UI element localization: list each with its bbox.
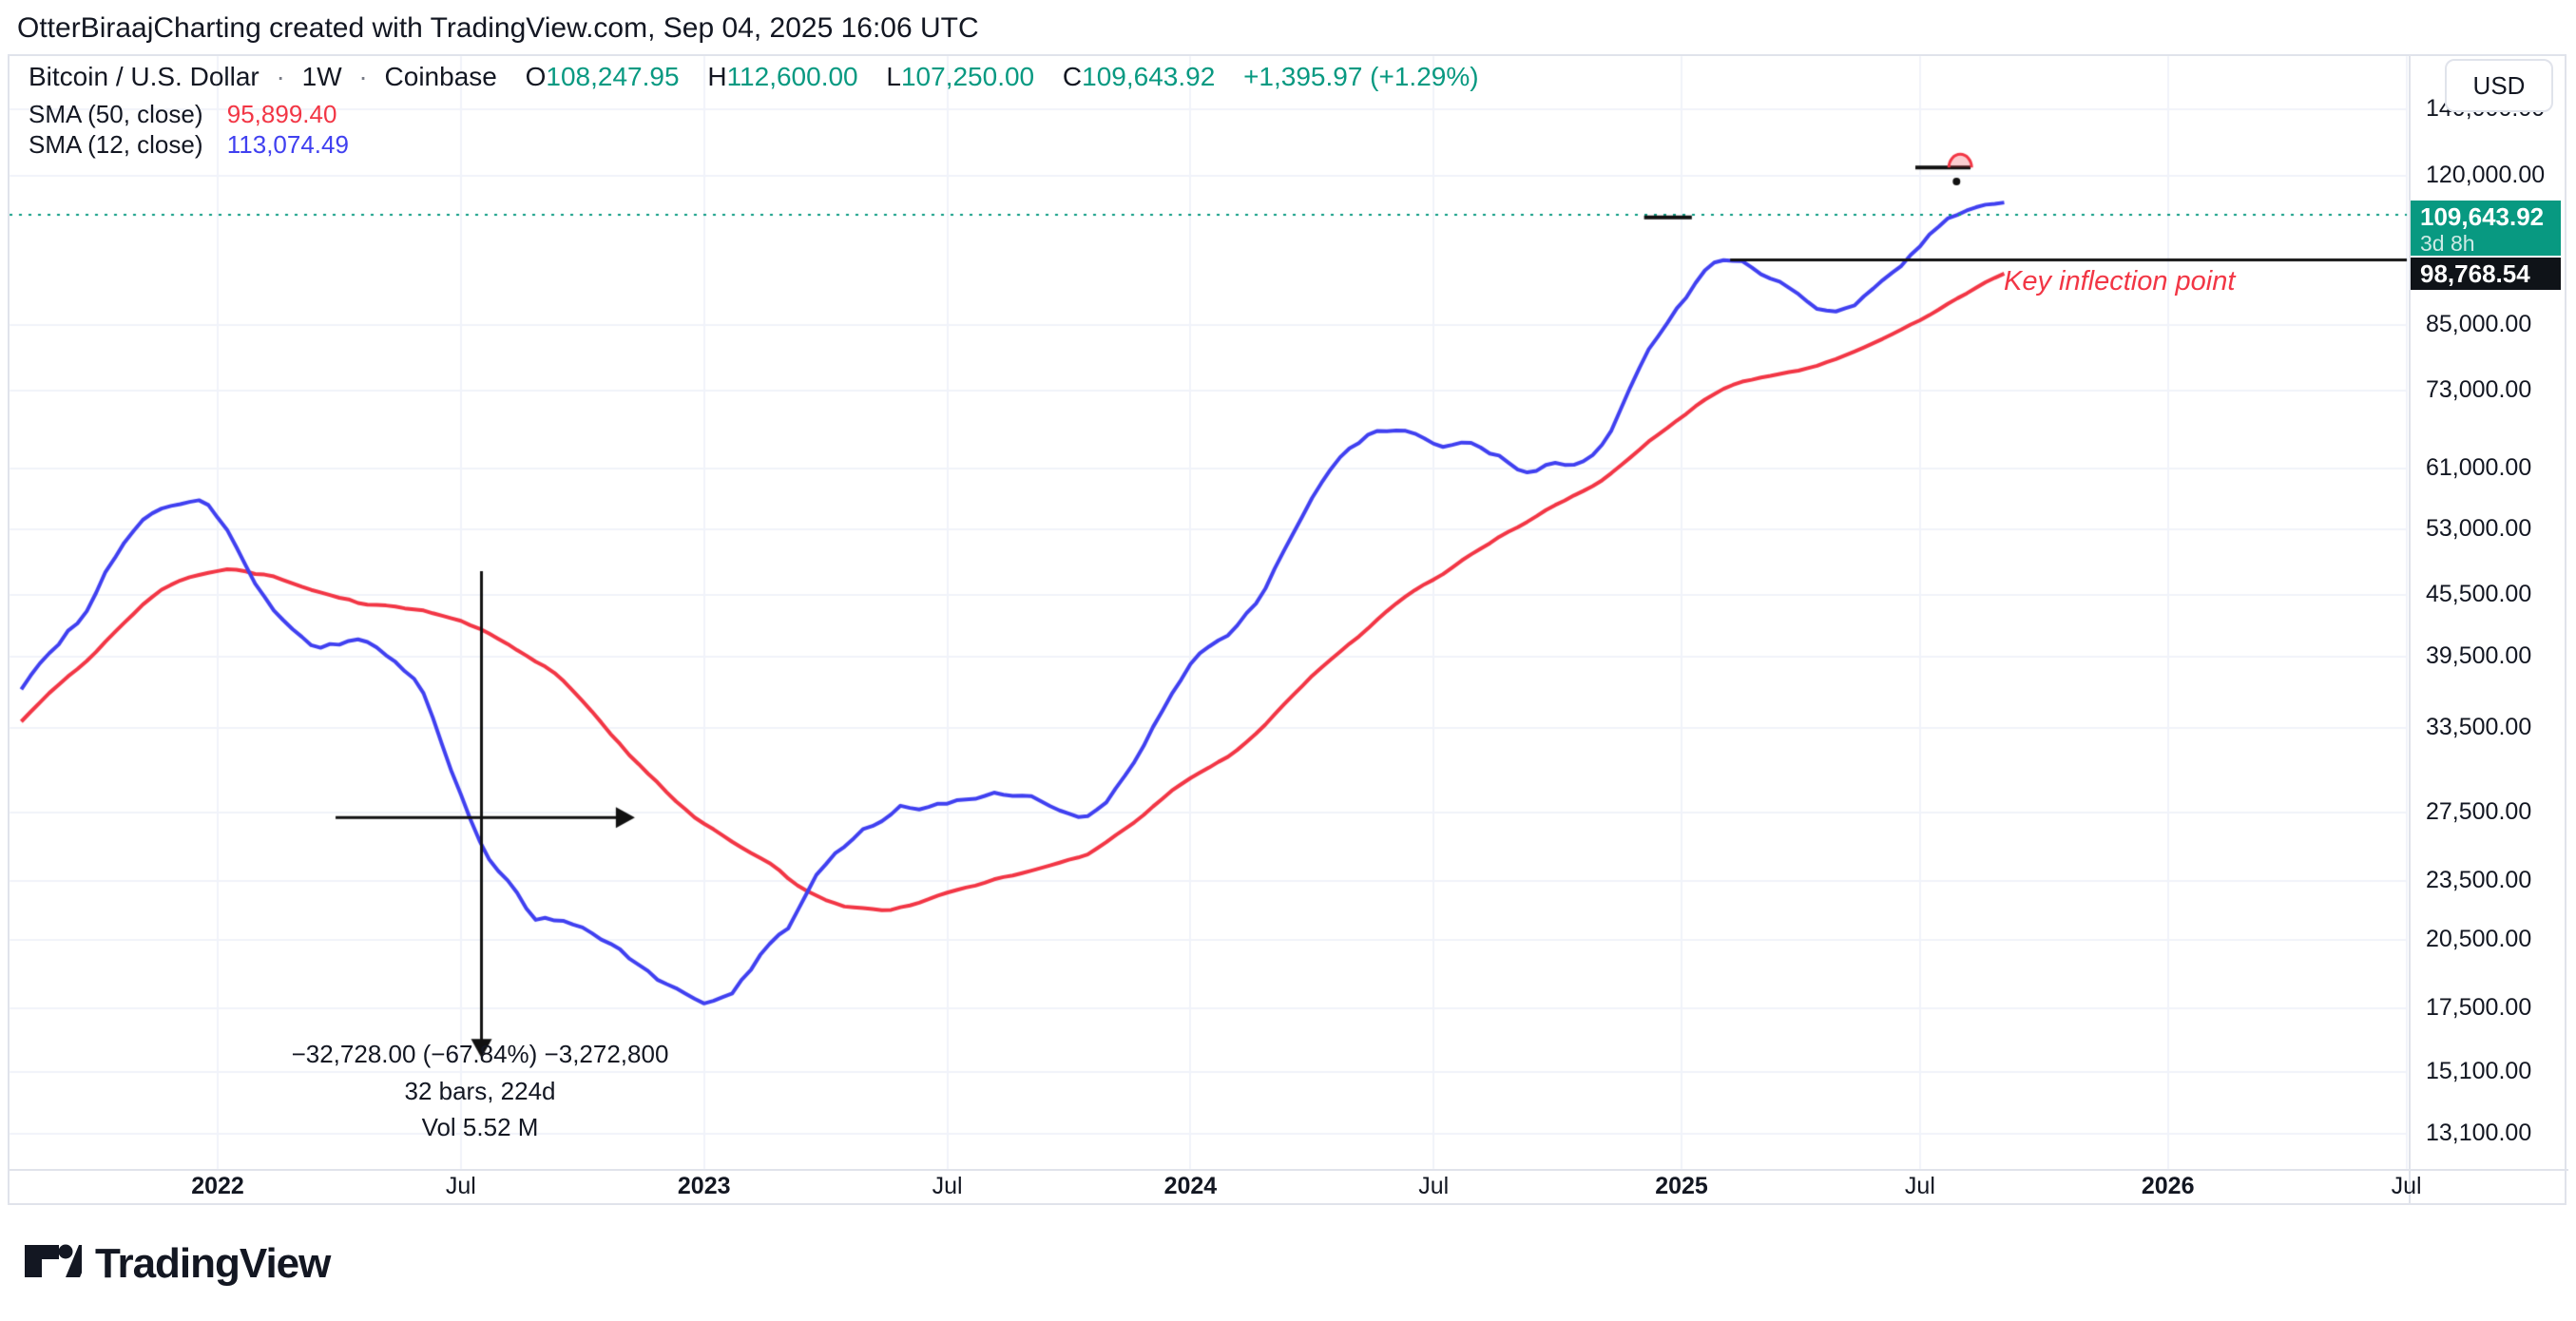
sma12-name[interactable]: SMA (12, close): [29, 130, 203, 159]
symbol-title[interactable]: Bitcoin / U.S. Dollar: [29, 62, 260, 91]
price-axis-label: 73,000.00: [2426, 376, 2532, 404]
bar-countdown: 3d 8h: [2420, 231, 2475, 257]
time-axis-label: Jul: [932, 1173, 963, 1199]
sma50-name[interactable]: SMA (50, close): [29, 100, 203, 128]
close-value: 109,643.92: [1082, 62, 1216, 91]
time-axis-label: 2024: [1163, 1173, 1218, 1199]
price-axis-label: 33,500.00: [2426, 713, 2532, 740]
header-separator-1: ·: [276, 62, 285, 91]
price-axis-label: 53,000.00: [2426, 514, 2532, 542]
price-axis-label: 17,500.00: [2426, 994, 2532, 1021]
last-price-badge: 109,643.92 3d 8h: [2411, 201, 2561, 257]
sma12-value: 113,074.49: [226, 130, 349, 159]
exchange-label: Coinbase: [384, 62, 497, 91]
symbol-header[interactable]: Bitcoin / U.S. Dollar · 1W · Coinbase O1…: [29, 59, 1479, 95]
inflection-note: Key inflection point: [2004, 266, 2236, 297]
time-axis-label: Jul: [1418, 1173, 1450, 1199]
time-axis-label: Jul: [2391, 1173, 2422, 1199]
high-label: H: [707, 62, 727, 91]
tradingview-brand-text: TradingView: [95, 1240, 331, 1287]
time-axis-label: 2026: [2141, 1173, 2195, 1199]
tradingview-footer[interactable]: TradingView: [23, 1240, 331, 1288]
level-price-value: 98,768.54: [2420, 259, 2530, 289]
low-value: 107,250.00: [900, 62, 1035, 91]
measure-stats-volume: Vol 5.52 M: [421, 1113, 539, 1141]
close-label: C: [1062, 62, 1083, 91]
time-axis-label: 2025: [1655, 1173, 1708, 1199]
price-axis-label: 27,500.00: [2426, 798, 2532, 826]
open-value: 108,247.95: [546, 62, 680, 91]
time-axis-separator[interactable]: [8, 1169, 2568, 1171]
price-axis-label: 23,500.00: [2426, 866, 2532, 893]
price-axis-label: 45,500.00: [2426, 581, 2532, 608]
time-axis-label: Jul: [1904, 1173, 1935, 1199]
sma50-value: 95,899.40: [226, 100, 337, 128]
legend-sma12[interactable]: SMA (12, close) 113,074.49: [29, 129, 349, 160]
level-price-badge: 98,768.54: [2411, 258, 2561, 291]
attribution-text: OtterBiraajCharting created with Trading…: [17, 12, 979, 44]
tradingview-logo-icon: [25, 1244, 82, 1277]
interval-label[interactable]: 1W: [301, 62, 342, 91]
currency-label: USD: [2472, 70, 2526, 100]
change-value: +1,395.97 (+1.29%): [1243, 62, 1479, 91]
last-price-value: 109,643.92: [2420, 202, 2545, 232]
open-label: O: [525, 62, 547, 91]
price-axis-label: 39,500.00: [2426, 641, 2532, 669]
currency-toggle-button[interactable]: USD: [2445, 59, 2553, 112]
time-axis-label: 2023: [677, 1173, 731, 1199]
price-axis-label: 20,500.00: [2426, 926, 2532, 952]
time-axis-label: 2022: [191, 1173, 244, 1199]
time-axis-label: Jul: [445, 1173, 476, 1199]
legend-sma50[interactable]: SMA (50, close) 95,899.40: [29, 99, 336, 129]
high-value: 112,600.00: [726, 62, 858, 91]
price-axis-separator[interactable]: [2409, 54, 2411, 1205]
measure-stats-bars: 32 bars, 224d: [404, 1077, 556, 1105]
header-separator-2: ·: [358, 62, 368, 91]
low-label: L: [886, 62, 901, 91]
price-axis-label: 13,100.00: [2426, 1119, 2532, 1146]
price-axis-label: 120,000.00: [2426, 162, 2546, 188]
price-axis-label: 85,000.00: [2426, 310, 2532, 337]
price-axis-label: 15,100.00: [2426, 1058, 2532, 1085]
measure-stats-price: −32,728.00 (−67.84%) −3,272,800: [291, 1040, 669, 1068]
price-axis-label: 61,000.00: [2426, 453, 2532, 481]
